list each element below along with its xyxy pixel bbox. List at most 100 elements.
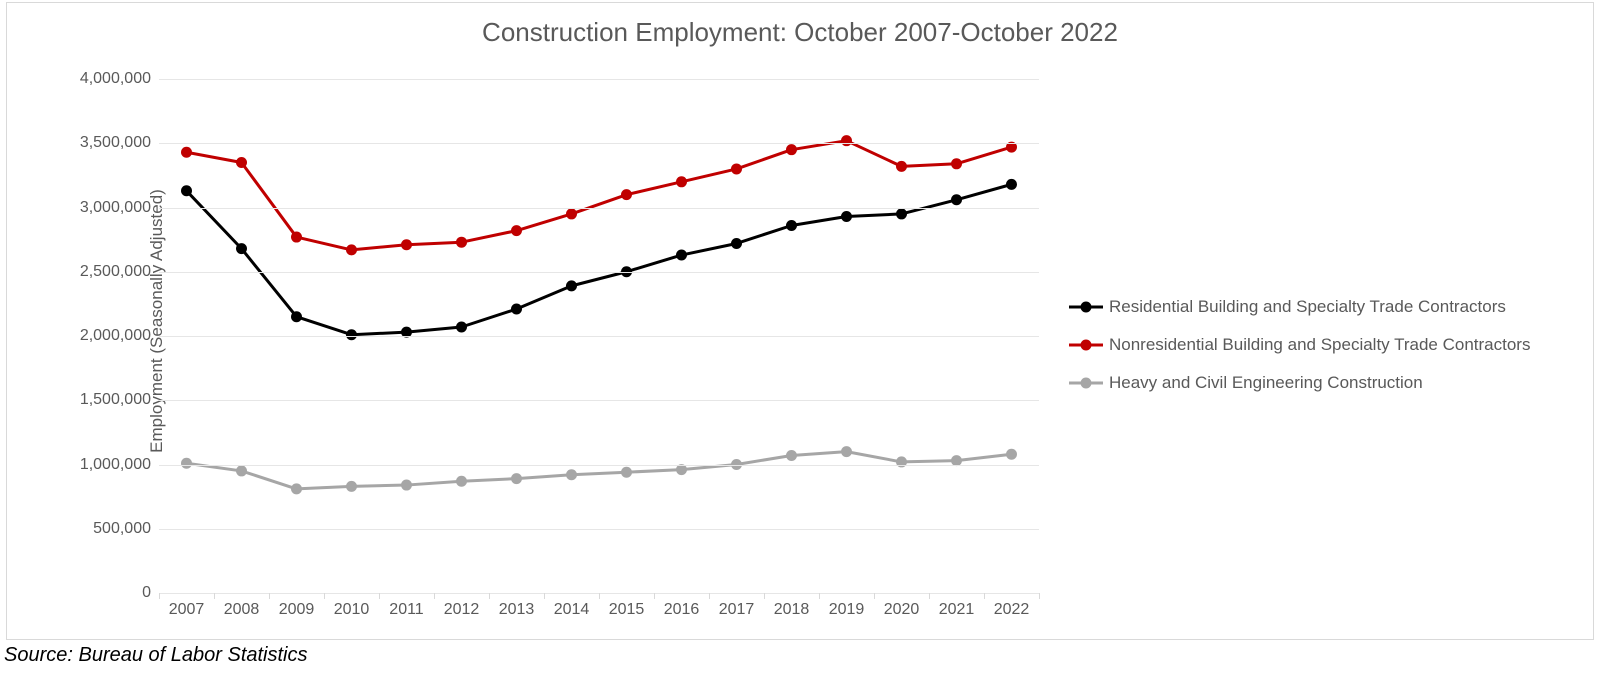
- x-tick-mark: [819, 593, 820, 599]
- series-line: [187, 452, 1012, 489]
- x-tick-label: 2015: [609, 601, 645, 619]
- x-tick-label: 2018: [774, 601, 810, 619]
- series-marker: [456, 322, 467, 333]
- series-marker: [896, 456, 907, 467]
- gridline: [159, 336, 1039, 337]
- x-tick-mark: [929, 593, 930, 599]
- y-tick-label: 500,000: [93, 520, 151, 538]
- legend-swatch: [1069, 298, 1103, 316]
- x-tick-label: 2020: [884, 601, 920, 619]
- series-marker: [951, 194, 962, 205]
- gridline: [159, 465, 1039, 466]
- page-root: Construction Employment: October 2007-Oc…: [0, 0, 1600, 675]
- x-tick-mark: [489, 593, 490, 599]
- series-marker: [511, 304, 522, 315]
- series-marker: [566, 208, 577, 219]
- x-tick-label: 2012: [444, 601, 480, 619]
- series-marker: [1006, 179, 1017, 190]
- gridline: [159, 208, 1039, 209]
- series-marker: [621, 467, 632, 478]
- series-marker: [786, 220, 797, 231]
- y-tick-label: 4,000,000: [80, 70, 151, 88]
- x-tick-label: 2017: [719, 601, 755, 619]
- x-tick-mark: [379, 593, 380, 599]
- series-marker: [676, 464, 687, 475]
- x-tick-mark: [654, 593, 655, 599]
- legend-item: Nonresidential Building and Specialty Tr…: [1069, 335, 1530, 355]
- plot-area: 0500,0001,000,0001,500,0002,000,0002,500…: [159, 79, 1039, 593]
- series-marker: [346, 481, 357, 492]
- x-tick-mark: [709, 593, 710, 599]
- gridline: [159, 272, 1039, 273]
- gridline: [159, 143, 1039, 144]
- chart-frame: Construction Employment: October 2007-Oc…: [6, 2, 1594, 640]
- x-tick-label: 2011: [389, 601, 423, 619]
- series-marker: [951, 158, 962, 169]
- x-tick-mark: [214, 593, 215, 599]
- x-tick-label: 2007: [169, 601, 205, 619]
- x-tick-mark: [159, 593, 160, 599]
- legend-label: Nonresidential Building and Specialty Tr…: [1109, 335, 1530, 355]
- legend: Residential Building and Specialty Trade…: [1069, 279, 1530, 411]
- x-tick-mark: [269, 593, 270, 599]
- legend-item: Residential Building and Specialty Trade…: [1069, 297, 1530, 317]
- series-marker: [291, 311, 302, 322]
- legend-swatch: [1069, 374, 1103, 392]
- x-tick-label: 2008: [224, 601, 260, 619]
- series-line: [187, 141, 1012, 250]
- x-tick-mark: [1039, 593, 1040, 599]
- y-tick-label: 2,500,000: [80, 263, 151, 281]
- series-marker: [236, 157, 247, 168]
- x-tick-mark: [324, 593, 325, 599]
- legend-label: Heavy and Civil Engineering Construction: [1109, 373, 1423, 393]
- series-marker: [731, 163, 742, 174]
- y-tick-label: 1,000,000: [80, 456, 151, 474]
- series-marker: [511, 225, 522, 236]
- x-tick-mark: [544, 593, 545, 599]
- series-marker: [181, 185, 192, 196]
- series-marker: [456, 476, 467, 487]
- series-marker: [841, 135, 852, 146]
- series-marker: [236, 243, 247, 254]
- x-tick-mark: [984, 593, 985, 599]
- series-marker: [896, 208, 907, 219]
- x-tick-mark: [434, 593, 435, 599]
- series-marker: [896, 161, 907, 172]
- series-marker: [786, 144, 797, 155]
- series-marker: [346, 244, 357, 255]
- series-marker: [291, 483, 302, 494]
- x-tick-mark: [874, 593, 875, 599]
- series-marker: [731, 238, 742, 249]
- series-marker: [786, 450, 797, 461]
- series-marker: [1006, 449, 1017, 460]
- series-marker: [841, 446, 852, 457]
- x-tick-label: 2021: [939, 601, 975, 619]
- series-marker: [181, 147, 192, 158]
- series-marker: [346, 329, 357, 340]
- x-tick-label: 2019: [829, 601, 865, 619]
- y-tick-label: 1,500,000: [80, 391, 151, 409]
- series-marker: [236, 465, 247, 476]
- gridline: [159, 79, 1039, 80]
- x-tick-mark: [599, 593, 600, 599]
- gridline: [159, 529, 1039, 530]
- y-tick-label: 3,000,000: [80, 199, 151, 217]
- series-marker: [676, 250, 687, 261]
- series-marker: [676, 176, 687, 187]
- x-tick-label: 2009: [279, 601, 315, 619]
- x-tick-label: 2016: [664, 601, 700, 619]
- series-marker: [566, 469, 577, 480]
- series-marker: [511, 473, 522, 484]
- series-marker: [401, 239, 412, 250]
- legend-swatch: [1069, 336, 1103, 354]
- y-tick-label: 0: [142, 584, 151, 602]
- series-marker: [456, 237, 467, 248]
- source-attribution: Source: Bureau of Labor Statistics: [4, 644, 308, 667]
- x-tick-label: 2022: [994, 601, 1030, 619]
- series-marker: [181, 458, 192, 469]
- y-tick-label: 2,000,000: [80, 327, 151, 345]
- x-tick-mark: [764, 593, 765, 599]
- gridline: [159, 400, 1039, 401]
- y-tick-label: 3,500,000: [80, 134, 151, 152]
- series-marker: [841, 211, 852, 222]
